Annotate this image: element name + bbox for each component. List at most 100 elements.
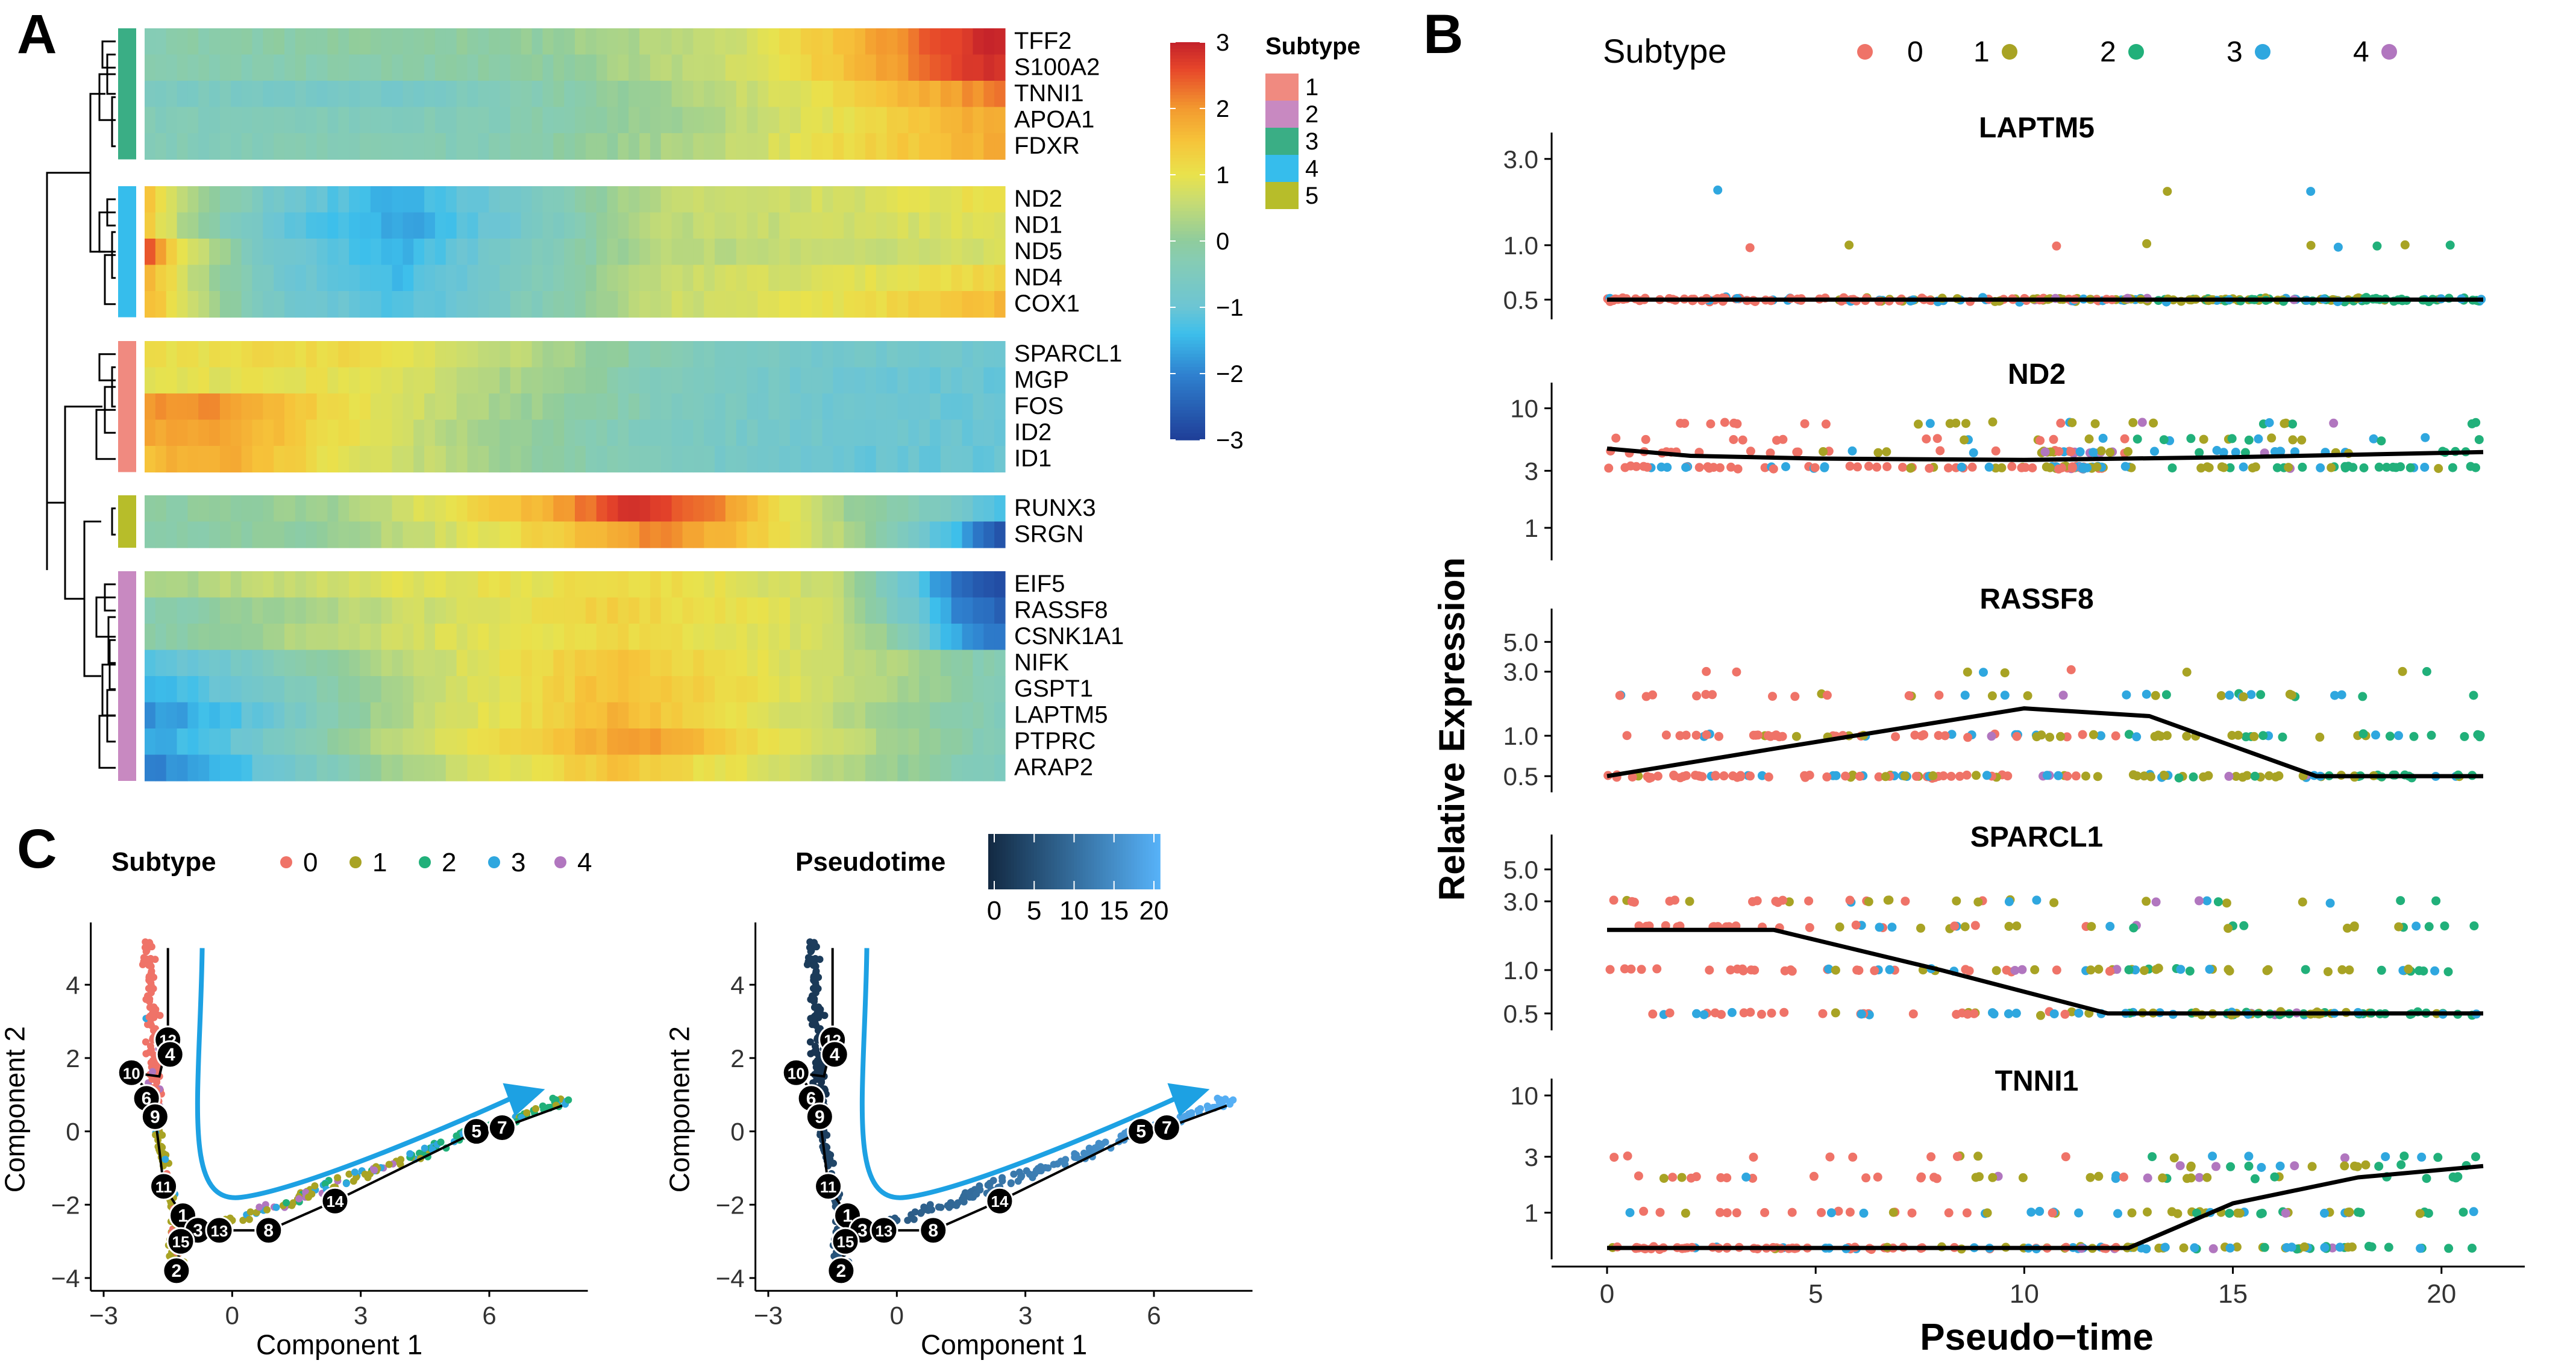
heatmap-cell <box>403 571 414 598</box>
cell-point-subtype-4 <box>2040 447 2050 457</box>
cell-point-subtype-0 <box>1779 1007 1789 1017</box>
heatmap-cell <box>865 754 877 782</box>
heatmap-cell <box>596 571 608 598</box>
heatmap-row-FOS <box>145 393 1006 421</box>
heatmap-cell <box>930 419 941 446</box>
heatmap-cell <box>553 650 565 677</box>
heatmap-cell <box>145 107 156 134</box>
cell-point-subtype-0 <box>2067 462 2077 472</box>
heatmap-cell <box>306 212 318 239</box>
pseudotime-colorbar-segment <box>1065 834 1069 889</box>
heatmap-cell <box>360 212 371 239</box>
heatmap-cell <box>360 754 371 782</box>
heatmap-cell <box>306 54 318 81</box>
heatmap-cell <box>628 367 640 394</box>
heatmap-cell <box>349 728 360 756</box>
cell-point-subtype-0 <box>1726 462 1736 472</box>
heatmap-cell <box>510 133 522 160</box>
heatmap-cell <box>768 265 780 292</box>
colorbar-segment <box>1170 55 1205 60</box>
heatmap-cell <box>198 341 210 368</box>
cell-point-subtype-1 <box>1963 667 1972 677</box>
cell-point-subtype-1 <box>2324 967 2333 977</box>
cell-point-subtype-2 <box>2377 436 2386 446</box>
heatmap-cell <box>639 597 651 624</box>
heatmap-cell <box>919 702 930 729</box>
heatmap-cell <box>166 624 178 651</box>
pseudotime-colorbar-segment <box>1103 834 1106 889</box>
heatmap-cell <box>886 239 898 266</box>
heatmap-cell <box>908 107 920 134</box>
cell-point-subtype-1 <box>2232 1242 2242 1252</box>
pseudotime-colorbar-segment <box>1057 834 1061 889</box>
heatmap-cell <box>500 728 511 756</box>
heatmap-cell <box>295 367 307 394</box>
pseudotime-colorbar-segment <box>1031 834 1035 889</box>
heatmap-cell <box>628 341 640 368</box>
heatmap-cell <box>639 676 651 703</box>
heatmap-cell <box>757 367 769 394</box>
cell-point-subtype-2 <box>2431 896 2441 906</box>
trajectory-node-label: 15 <box>837 1233 854 1251</box>
heatmap-cell <box>736 239 748 266</box>
heatmap-cell <box>489 186 500 213</box>
heatmap-cell <box>639 341 651 368</box>
cell-point-subtype-3 <box>2205 965 2214 974</box>
heatmap-cell <box>295 521 307 548</box>
heatmap-cell <box>500 676 511 703</box>
cell-point-subtype-3 <box>2430 966 2440 976</box>
colorbar-segment <box>1170 360 1205 365</box>
heatmap-cell <box>833 265 844 292</box>
x-tick-label: 0 <box>225 1301 239 1329</box>
cell-point-subtype-2 <box>2195 448 2204 457</box>
heatmap-cell <box>338 28 349 55</box>
heatmap-cell <box>424 393 436 421</box>
colorbar-tick-label: 3 <box>1216 30 1229 56</box>
colorbar-segment <box>1170 334 1205 338</box>
heatmap-cell <box>618 133 629 160</box>
cell-point-subtype-0 <box>142 1038 149 1046</box>
legend-title: Pseudotime <box>795 847 945 877</box>
cell-point-subtype-0 <box>2105 966 2114 976</box>
heatmap-cell <box>715 107 726 134</box>
heatmap-cell <box>510 291 522 318</box>
cell-point-subtype-1 <box>2158 1173 2167 1183</box>
cell-point-subtype-0 <box>1628 772 1637 782</box>
heatmap-cell <box>489 754 500 782</box>
trajectory-node-7 <box>487 1114 516 1142</box>
heatmap-cell <box>564 265 575 292</box>
heatmap-cell <box>209 367 221 394</box>
colorbar-segment <box>1170 221 1205 225</box>
heatmap-cell <box>844 186 855 213</box>
heatmap-cell <box>316 597 328 624</box>
heatmap-cell <box>736 367 748 394</box>
heatmap-cell <box>865 495 877 522</box>
heatmap-cell <box>360 728 371 756</box>
heatmap-cell <box>865 446 877 473</box>
heatmap-cell <box>489 54 500 81</box>
heatmap-cell <box>983 650 995 677</box>
heatmap-cell <box>510 728 522 756</box>
heatmap-cell <box>510 446 522 473</box>
heatmap-cell <box>284 107 296 134</box>
heatmap-cell <box>822 265 833 292</box>
colorbar-segment <box>1170 218 1205 222</box>
cell-point-subtype-3 <box>161 1156 169 1163</box>
cell-point-subtype-3 <box>2225 1243 2235 1253</box>
cell-point-subtype-0 <box>1804 896 1814 906</box>
heatmap-cell <box>252 702 263 729</box>
cell-point-subtype-2 <box>321 1180 329 1188</box>
heatmap-cell <box>940 495 952 522</box>
heatmap-cell <box>445 754 457 782</box>
heatmap-cell <box>973 239 984 266</box>
heatmap-cell <box>607 702 618 729</box>
trajectory-node-15 <box>166 1227 195 1256</box>
cell-point-subtype-0 <box>2048 1208 2057 1218</box>
cell-point-subtype-2 <box>2301 965 2310 974</box>
heatmap-cell <box>844 107 855 134</box>
heatmap-cell <box>284 265 296 292</box>
heatmap-cell <box>349 212 360 239</box>
heatmap-cell <box>800 571 812 598</box>
